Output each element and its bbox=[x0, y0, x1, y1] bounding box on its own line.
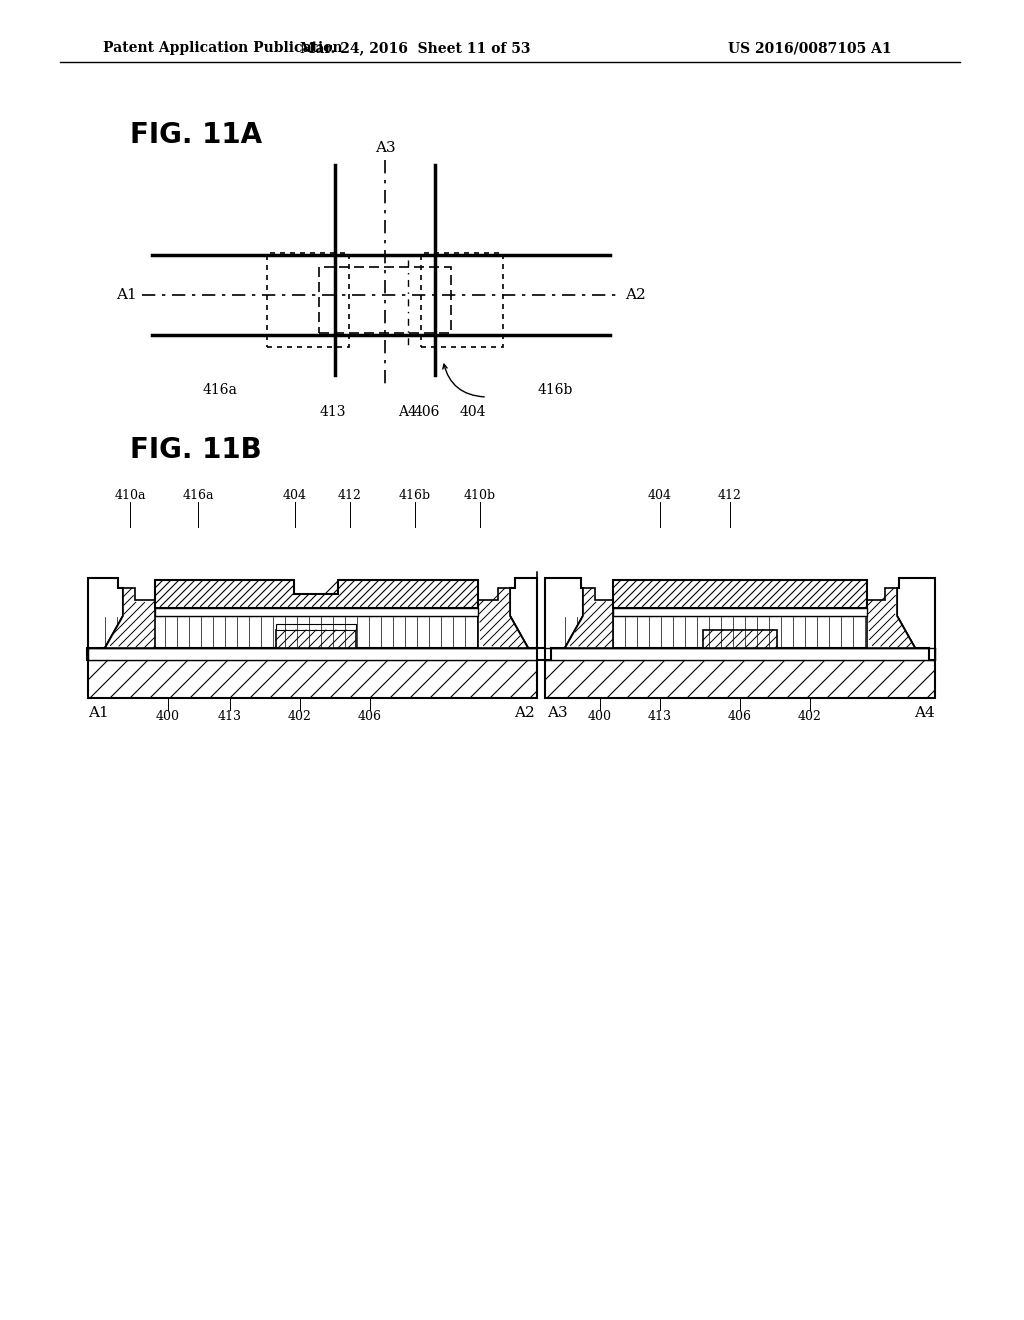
Bar bbox=[421, 253, 503, 347]
Polygon shape bbox=[545, 578, 583, 660]
Bar bbox=[703, 630, 777, 648]
Text: 412: 412 bbox=[338, 488, 361, 502]
Bar bbox=[267, 253, 349, 347]
Text: A4: A4 bbox=[398, 405, 418, 418]
Text: A2: A2 bbox=[625, 288, 646, 302]
Text: 413: 413 bbox=[218, 710, 242, 723]
Text: 413: 413 bbox=[319, 405, 346, 418]
Bar bbox=[88, 660, 537, 698]
Bar bbox=[276, 630, 356, 648]
Polygon shape bbox=[565, 587, 613, 648]
Text: 400: 400 bbox=[156, 710, 180, 723]
Polygon shape bbox=[510, 578, 546, 660]
Text: 406: 406 bbox=[414, 405, 440, 418]
Text: A3: A3 bbox=[375, 141, 395, 154]
Text: Patent Application Publication: Patent Application Publication bbox=[103, 41, 343, 55]
Polygon shape bbox=[897, 578, 935, 660]
Text: US 2016/0087105 A1: US 2016/0087105 A1 bbox=[728, 41, 892, 55]
Bar bbox=[276, 624, 356, 630]
Polygon shape bbox=[105, 587, 155, 648]
Text: 412: 412 bbox=[718, 488, 742, 502]
Polygon shape bbox=[565, 616, 915, 648]
Text: 404: 404 bbox=[648, 488, 672, 502]
Text: 416a: 416a bbox=[182, 488, 214, 502]
Text: A4: A4 bbox=[914, 706, 935, 719]
Text: 406: 406 bbox=[358, 710, 382, 723]
Text: 416b: 416b bbox=[399, 488, 431, 502]
Bar bbox=[545, 648, 935, 660]
Polygon shape bbox=[613, 579, 867, 609]
Text: A3: A3 bbox=[547, 706, 567, 719]
Text: A1: A1 bbox=[117, 288, 137, 302]
Text: Mar. 24, 2016  Sheet 11 of 53: Mar. 24, 2016 Sheet 11 of 53 bbox=[300, 41, 530, 55]
Bar bbox=[155, 609, 478, 616]
Text: 413: 413 bbox=[648, 710, 672, 723]
Text: 416a: 416a bbox=[203, 383, 238, 397]
Text: 416b: 416b bbox=[538, 383, 572, 397]
Polygon shape bbox=[105, 616, 528, 648]
Text: 404: 404 bbox=[283, 488, 307, 502]
Text: 406: 406 bbox=[728, 710, 752, 723]
FancyArrowPatch shape bbox=[442, 364, 484, 397]
Bar bbox=[613, 609, 867, 616]
Polygon shape bbox=[155, 579, 478, 609]
Bar bbox=[319, 267, 451, 333]
Text: 404: 404 bbox=[460, 405, 486, 418]
Bar bbox=[88, 648, 537, 660]
Polygon shape bbox=[87, 578, 123, 660]
Text: 402: 402 bbox=[288, 710, 312, 723]
Polygon shape bbox=[867, 587, 915, 648]
Text: A1: A1 bbox=[88, 706, 109, 719]
Polygon shape bbox=[478, 587, 528, 648]
Text: 410a: 410a bbox=[115, 488, 145, 502]
Text: A2: A2 bbox=[514, 706, 535, 719]
Text: 402: 402 bbox=[798, 710, 822, 723]
Text: 400: 400 bbox=[588, 710, 612, 723]
Bar bbox=[545, 660, 935, 698]
Text: FIG. 11B: FIG. 11B bbox=[130, 436, 262, 465]
Text: FIG. 11A: FIG. 11A bbox=[130, 121, 262, 149]
Text: 410b: 410b bbox=[464, 488, 496, 502]
